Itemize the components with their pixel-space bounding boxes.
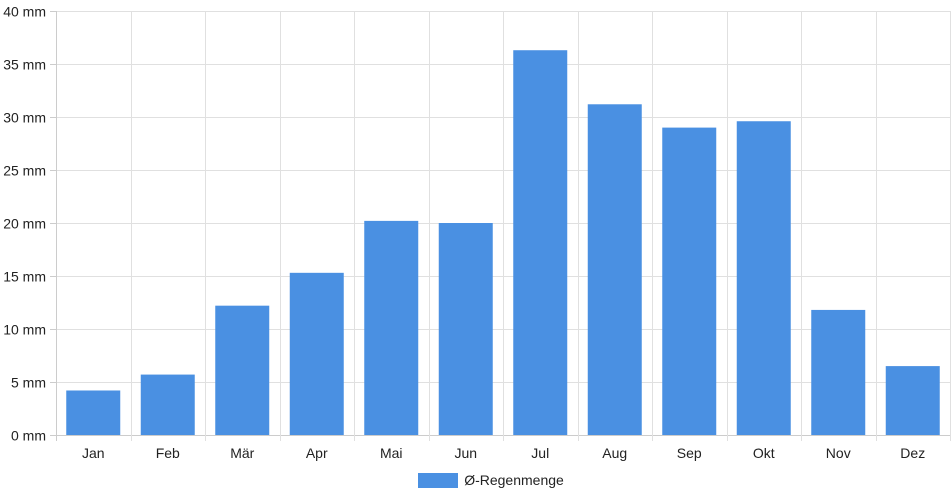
x-tick-label: Okt	[753, 445, 775, 461]
legend[interactable]: Ø-Regenmenge	[0, 472, 952, 488]
bar-sep	[662, 127, 717, 435]
bar-mär	[215, 305, 270, 435]
y-tick-label: 0 mm	[11, 428, 46, 444]
grid-layer	[50, 11, 951, 441]
bar-layer	[66, 50, 940, 436]
x-tick-label: Aug	[602, 445, 627, 461]
legend-label: Ø-Regenmenge	[464, 472, 564, 488]
label-layer: 0 mm 5 mm 10 mm 15 mm 20 mm 25 mm 30 mm 35 mm 40…	[3, 4, 925, 462]
y-tick-label: 20 mm	[3, 216, 46, 232]
bar-okt	[736, 121, 791, 436]
x-tick-label: Feb	[156, 445, 180, 461]
x-tick-label: Jun	[454, 445, 477, 461]
x-tick-label: Apr	[306, 445, 328, 461]
y-tick-label: 15 mm	[3, 269, 46, 285]
x-tick-label: Mai	[380, 445, 403, 461]
bar-feb	[140, 374, 195, 435]
x-tick-label: Dez	[900, 445, 925, 461]
x-tick-label: Nov	[826, 445, 851, 461]
bar-jun	[438, 223, 493, 435]
bar-mai	[364, 220, 419, 435]
legend-swatch	[418, 472, 459, 488]
bar-dez	[885, 366, 940, 435]
y-tick-label: 5 mm	[11, 375, 46, 391]
bar-aug	[587, 104, 642, 435]
x-tick-label: Jul	[531, 445, 549, 461]
bar-nov	[811, 309, 866, 435]
bar-jan	[66, 390, 121, 435]
bar-apr	[289, 272, 344, 435]
x-tick-label: Jan	[82, 445, 105, 461]
y-tick-label: 40 mm	[3, 4, 46, 20]
y-tick-label: 35 mm	[3, 57, 46, 73]
bar-jul	[513, 50, 568, 435]
y-tick-label: 30 mm	[3, 110, 46, 126]
y-tick-label: 25 mm	[3, 163, 46, 179]
x-tick-label: Sep	[677, 445, 702, 461]
x-tick-label: Mär	[230, 445, 254, 461]
y-tick-label: 10 mm	[3, 322, 46, 338]
